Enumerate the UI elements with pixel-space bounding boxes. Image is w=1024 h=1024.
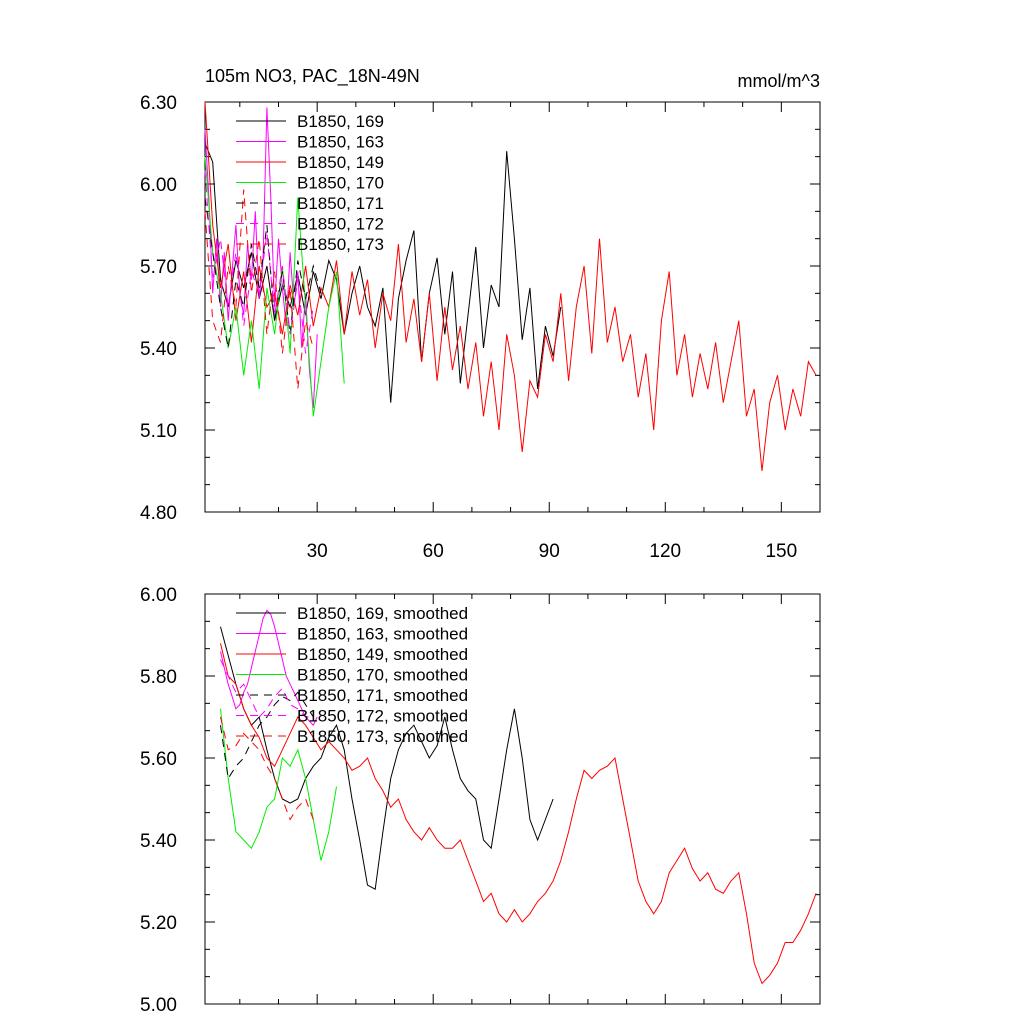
bottom-series-line-3: [220, 708, 337, 861]
top-series-line-3: [204, 156, 345, 417]
bottom-legend-label-4: B1850, 171, smoothed: [297, 686, 468, 705]
bottom-axes: 5.00 5.20 5.40 5.60 5.80 6.00: [140, 585, 820, 1016]
bottom-ytick-label-0: 5.00: [140, 995, 177, 1016]
top-ytick-label-5: 6.30: [140, 93, 177, 114]
top-ytick-label-4: 6.00: [140, 175, 177, 196]
top-chart-units: mmol/m^3: [738, 71, 820, 91]
top-series-line-6: [204, 189, 314, 390]
top-ytick-label-0: 4.80: [140, 503, 177, 524]
bottom-legend: B1850, 169, smoothed B1850, 163, smoothed…: [236, 604, 468, 746]
bottom-ytick-label-2: 5.40: [140, 831, 177, 852]
bottom-ytick-label-5: 6.00: [140, 585, 177, 606]
bottom-series-group: [220, 609, 817, 985]
top-ytick-label-1: 5.10: [140, 421, 177, 442]
top-xtick-label-4: 150: [765, 541, 797, 562]
bottom-legend-label-6: B1850, 173, smoothed: [297, 727, 468, 746]
bottom-panel: 5.00 5.20 5.40 5.60 5.80 6.00 B1850, 169, smo…: [140, 585, 821, 1016]
bottom-plot-frame: [204, 593, 821, 1005]
top-xtick-label-2: 90: [539, 541, 560, 562]
top-series-line-5: [204, 170, 314, 354]
top-legend-label-2: B1850, 149: [297, 153, 384, 172]
bottom-series-line-6: [220, 716, 314, 821]
top-axes: 4.80 5.10 5.40 5.70 6.00 6.30 30 60 90 120 150: [140, 93, 820, 562]
top-xtick-label-1: 60: [423, 541, 444, 562]
bottom-series-line-4: [220, 691, 314, 780]
top-legend-label-1: B1850, 163: [297, 133, 384, 152]
top-legend-label-3: B1850, 170: [297, 174, 384, 193]
bottom-legend-label-2: B1850, 149, smoothed: [297, 645, 468, 664]
top-legend-label-5: B1850, 172: [297, 215, 384, 234]
bottom-legend-label-0: B1850, 169, smoothed: [297, 604, 468, 623]
top-series-line-0: [204, 142, 562, 403]
top-plot-frame: [204, 101, 821, 513]
bottom-legend-label-5: B1850, 172, smoothed: [297, 707, 468, 726]
top-chart-title: 105m NO3, PAC_18N-49N: [205, 66, 420, 87]
bottom-series-line-1: [220, 609, 318, 727]
bottom-legend-label-1: B1850, 163, smoothed: [297, 625, 468, 644]
top-series-group: [204, 101, 817, 472]
top-legend-label-6: B1850, 173: [297, 235, 384, 254]
top-ytick-label-2: 5.40: [140, 339, 177, 360]
top-panel: 105m NO3, PAC_18N-49N mmol/m^3 4.80 5.10 5…: [140, 66, 821, 562]
top-legend-label-4: B1850, 171: [297, 194, 384, 213]
bottom-legend-label-3: B1850, 170, smoothed: [297, 666, 468, 685]
bottom-series-line-2: [220, 643, 817, 985]
bottom-ytick-label-4: 5.80: [140, 667, 177, 688]
top-xtick-label-0: 30: [307, 541, 328, 562]
top-series-line-4: [204, 197, 322, 349]
bottom-series-line-5: [220, 659, 314, 718]
top-xtick-label-3: 120: [649, 541, 681, 562]
bottom-ytick-label-3: 5.60: [140, 749, 177, 770]
top-ytick-label-3: 5.70: [140, 257, 177, 278]
top-legend-label-0: B1850, 169: [297, 112, 384, 131]
top-series-line-2: [204, 101, 817, 472]
bottom-ytick-label-1: 5.20: [140, 913, 177, 934]
